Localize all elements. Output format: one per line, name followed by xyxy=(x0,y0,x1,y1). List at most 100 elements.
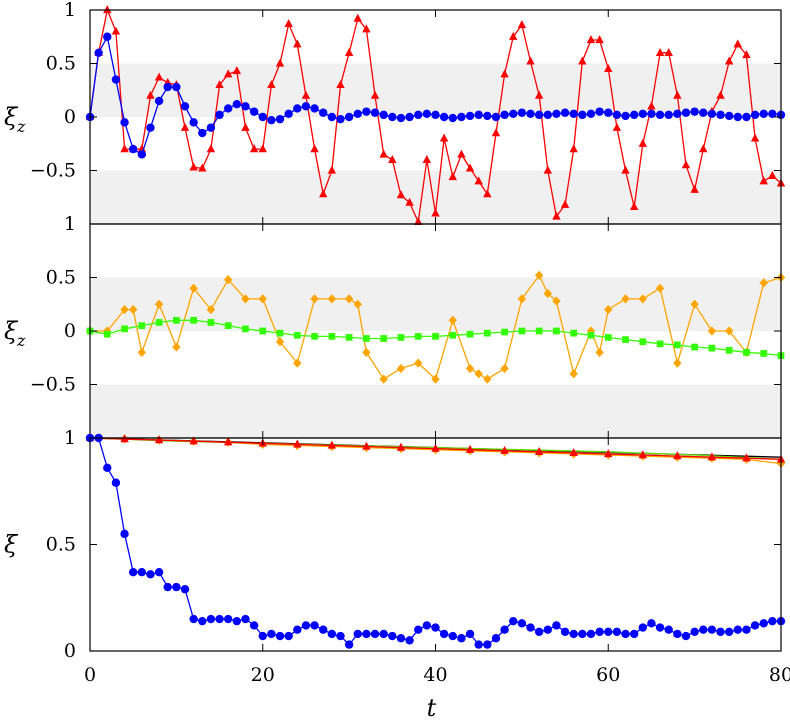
panel2-series-2-point-14 xyxy=(311,332,318,340)
panel2-series-2-point-23 xyxy=(466,330,474,338)
panel2-series-2-point-25 xyxy=(501,328,508,336)
panel1-series-1-point-31 xyxy=(344,47,354,56)
panel3-series-5-point-70 xyxy=(681,631,691,641)
panel3-series-5-point-41 xyxy=(431,623,440,632)
panel3-series-5-point-7 xyxy=(137,567,147,577)
panel3-series-5-point-53 xyxy=(534,627,544,637)
panel1-series-1-point-4 xyxy=(111,26,121,35)
panel3-series-5-point-56 xyxy=(560,627,570,637)
panel1-series-2-point-69 xyxy=(673,109,682,118)
panel2-series-1-point-37 xyxy=(621,294,630,304)
panel3-series-5-point-51 xyxy=(517,619,527,628)
panel1-series-2-point-40 xyxy=(422,109,432,118)
panel2-series-1-point-36 xyxy=(604,304,613,315)
panel2-series-2-point-30 xyxy=(587,331,595,339)
panel2-series-1-point-5 xyxy=(137,347,147,358)
panel2-series-2-point-33 xyxy=(639,338,647,346)
panel3-series-5-point-19 xyxy=(241,614,250,624)
panel1-series-2-point-36 xyxy=(388,112,397,122)
panel2-series-1-point-6 xyxy=(154,299,164,309)
panel3-series-5-point-73 xyxy=(707,625,717,634)
panel1-series-1-point-53 xyxy=(534,90,544,99)
panel2-series-2-point-19 xyxy=(397,334,405,341)
panel2-series-2-point-31 xyxy=(604,334,612,341)
panel1-ytick-label-2: 0.5 xyxy=(46,53,76,75)
panel1-series-2-point-76 xyxy=(733,112,743,122)
panel1-series-1-point-50 xyxy=(509,31,518,40)
panel1-series-1-point-3 xyxy=(103,5,112,14)
panel1-series-1-point-47 xyxy=(483,189,492,198)
panel1-series-2-point-74 xyxy=(716,110,725,120)
panel3-series-5-point-47 xyxy=(483,640,492,649)
panel2-series-2-point-38 xyxy=(725,346,733,354)
panel2-series-1-point-17 xyxy=(344,294,354,304)
panel3-series-5-point-13 xyxy=(189,614,198,624)
panel3-ytick-label-1: 1 xyxy=(64,427,76,449)
panel1-series-2-point-73 xyxy=(707,109,717,118)
panel3-series-5-point-68 xyxy=(664,625,673,634)
panel3-series-5-point-26 xyxy=(301,621,311,630)
panel1-series-2-point-55 xyxy=(552,109,561,118)
panel3-series-4-point-4 xyxy=(189,436,198,445)
panel2-series-1-point-21 xyxy=(396,363,406,374)
panel1-series-2-point-31 xyxy=(344,112,354,122)
panel3-series-5-point-67 xyxy=(655,623,665,632)
panel2-series-1-point-35 xyxy=(595,347,604,358)
panel3-series-5-point-65 xyxy=(638,623,647,632)
panel3-series-5-point-75 xyxy=(724,627,734,637)
panel1-series-2-point-65 xyxy=(638,109,647,118)
panel1-series-1-point-78 xyxy=(750,133,760,142)
panel1-series-1-point-33 xyxy=(362,24,371,33)
panel3-series-5-point-8 xyxy=(146,570,155,579)
panel1-ytick-label-1: 1 xyxy=(64,0,76,21)
panel1-series-2-point-6 xyxy=(128,144,138,154)
panel1-series-2-point-56 xyxy=(560,108,570,117)
xtick-label-4: 60 xyxy=(596,664,620,686)
panel3-series-5-point-43 xyxy=(448,631,457,641)
panel1-series-2-point-49 xyxy=(500,110,509,120)
panel1-series-2-point-21 xyxy=(258,112,267,122)
panel1-series-2-point-80 xyxy=(768,109,777,118)
panel1-series-2-point-32 xyxy=(353,109,362,118)
panel1-series-2-point-7 xyxy=(137,150,147,159)
panel2-series-1-point-29 xyxy=(517,294,527,304)
panel1-series-2-point-9 xyxy=(154,96,164,106)
panel2-series-1-point-11 xyxy=(241,294,250,304)
panel1-series-2-point-59 xyxy=(586,109,596,118)
panel3-series-5-point-35 xyxy=(379,629,388,639)
panel1-series-1-point-20 xyxy=(249,144,259,153)
panel1-series-2-point-79 xyxy=(759,109,768,118)
panel3-series-4-point-19 xyxy=(707,452,717,461)
panel2-series-2-point-18 xyxy=(380,335,388,342)
panel3-series-5-point-50 xyxy=(509,616,518,626)
panel1-series-1-point-79 xyxy=(759,176,768,185)
panel2-series-2-point-8 xyxy=(207,319,215,326)
panel1-series-2-point-2 xyxy=(94,48,103,57)
panel2-series-2-point-35 xyxy=(673,341,681,349)
panel1-series-1-point-28 xyxy=(319,189,328,198)
panel1-series-2-point-51 xyxy=(517,108,527,117)
panel2-series-1-point-25 xyxy=(465,363,475,374)
panel2-series-2-point-32 xyxy=(622,336,629,343)
panel1-series-2-point-44 xyxy=(457,112,466,122)
panel3-series-5-point-4 xyxy=(111,478,121,487)
panel3-series-5-point-55 xyxy=(552,621,561,630)
panel3-series-5-point-23 xyxy=(275,631,285,641)
panel1-series-1-point-40 xyxy=(422,154,432,163)
panel1-series-1-point-46 xyxy=(474,176,483,185)
panel2-ylabel: ξ xyxy=(4,317,19,345)
xtick-label-2: 20 xyxy=(251,664,275,686)
panel1-series-1-point-8 xyxy=(146,90,155,99)
panel1-series-2-point-16 xyxy=(215,110,224,120)
panel2-series-1-point-45 xyxy=(759,278,768,288)
panel1-series-2-point-34 xyxy=(370,108,380,117)
panel1-series-1-point-80 xyxy=(768,171,777,179)
panel1-series-1-point-48 xyxy=(491,128,501,137)
panel1-series-1-point-62 xyxy=(612,122,622,131)
panel1-series-2-point-33 xyxy=(362,107,371,116)
panel1-series-1-point-9 xyxy=(154,72,164,81)
panel1-series-1-point-18 xyxy=(232,66,242,75)
panel1-series-2-point-27 xyxy=(310,104,319,113)
panel1-series-2-point-25 xyxy=(293,104,302,113)
panel2-series-2-point-3 xyxy=(121,325,128,333)
